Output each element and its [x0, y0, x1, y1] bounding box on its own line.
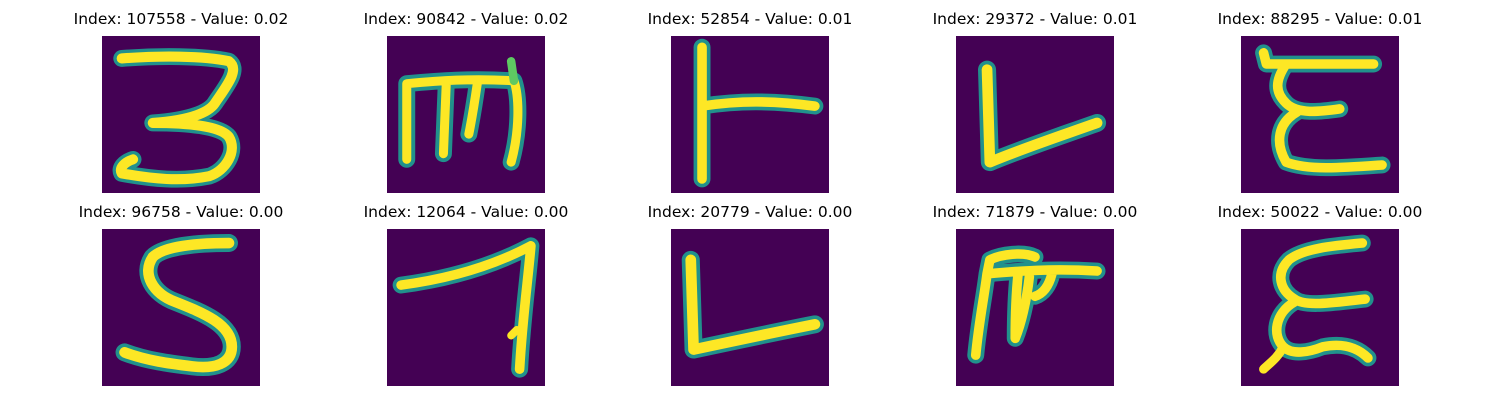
panel-title: Index: 29372 - Value: 0.01 [932, 10, 1138, 28]
panel-image-glyph-e-curly [1241, 229, 1399, 386]
panel-image-glyph-l [956, 36, 1114, 193]
panel-title: Index: 52854 - Value: 0.01 [647, 10, 853, 28]
image-panel: Index: 90842 - Value: 0.02 [336, 8, 596, 198]
panel-image-glyph-3 [102, 36, 260, 193]
image-panel: Index: 88295 - Value: 0.01 [1190, 8, 1450, 198]
image-panel: Index: 20779 - Value: 0.00 [620, 201, 880, 391]
panel-title: Index: 71879 - Value: 0.00 [932, 203, 1138, 221]
image-panel: Index: 52854 - Value: 0.01 [620, 8, 880, 198]
panel-title: Index: 107558 - Value: 0.02 [73, 10, 289, 28]
panel-title: Index: 90842 - Value: 0.02 [363, 10, 569, 28]
panel-image-glyph-e-curly [1241, 36, 1399, 193]
panel-image-glyph-m [387, 36, 545, 193]
panel-image-glyph-s [102, 229, 260, 386]
panel-image-glyph-m-tilted [956, 229, 1114, 386]
image-panel: Index: 107558 - Value: 0.02 [51, 8, 311, 198]
panel-title: Index: 96758 - Value: 0.00 [78, 203, 284, 221]
image-panel: Index: 50022 - Value: 0.00 [1190, 201, 1450, 391]
image-panel: Index: 96758 - Value: 0.00 [51, 201, 311, 391]
panel-title: Index: 20779 - Value: 0.00 [647, 203, 853, 221]
image-panel: Index: 71879 - Value: 0.00 [905, 201, 1165, 391]
panel-title: Index: 50022 - Value: 0.00 [1217, 203, 1423, 221]
image-panel: Index: 29372 - Value: 0.01 [905, 8, 1165, 198]
panel-image-glyph-t-rotated [671, 36, 829, 193]
panel-image-glyph-l [671, 229, 829, 386]
panel-title: Index: 12064 - Value: 0.00 [363, 203, 569, 221]
panel-image-glyph-7 [387, 229, 545, 386]
panel-title: Index: 88295 - Value: 0.01 [1217, 10, 1423, 28]
image-panel: Index: 12064 - Value: 0.00 [336, 201, 596, 391]
